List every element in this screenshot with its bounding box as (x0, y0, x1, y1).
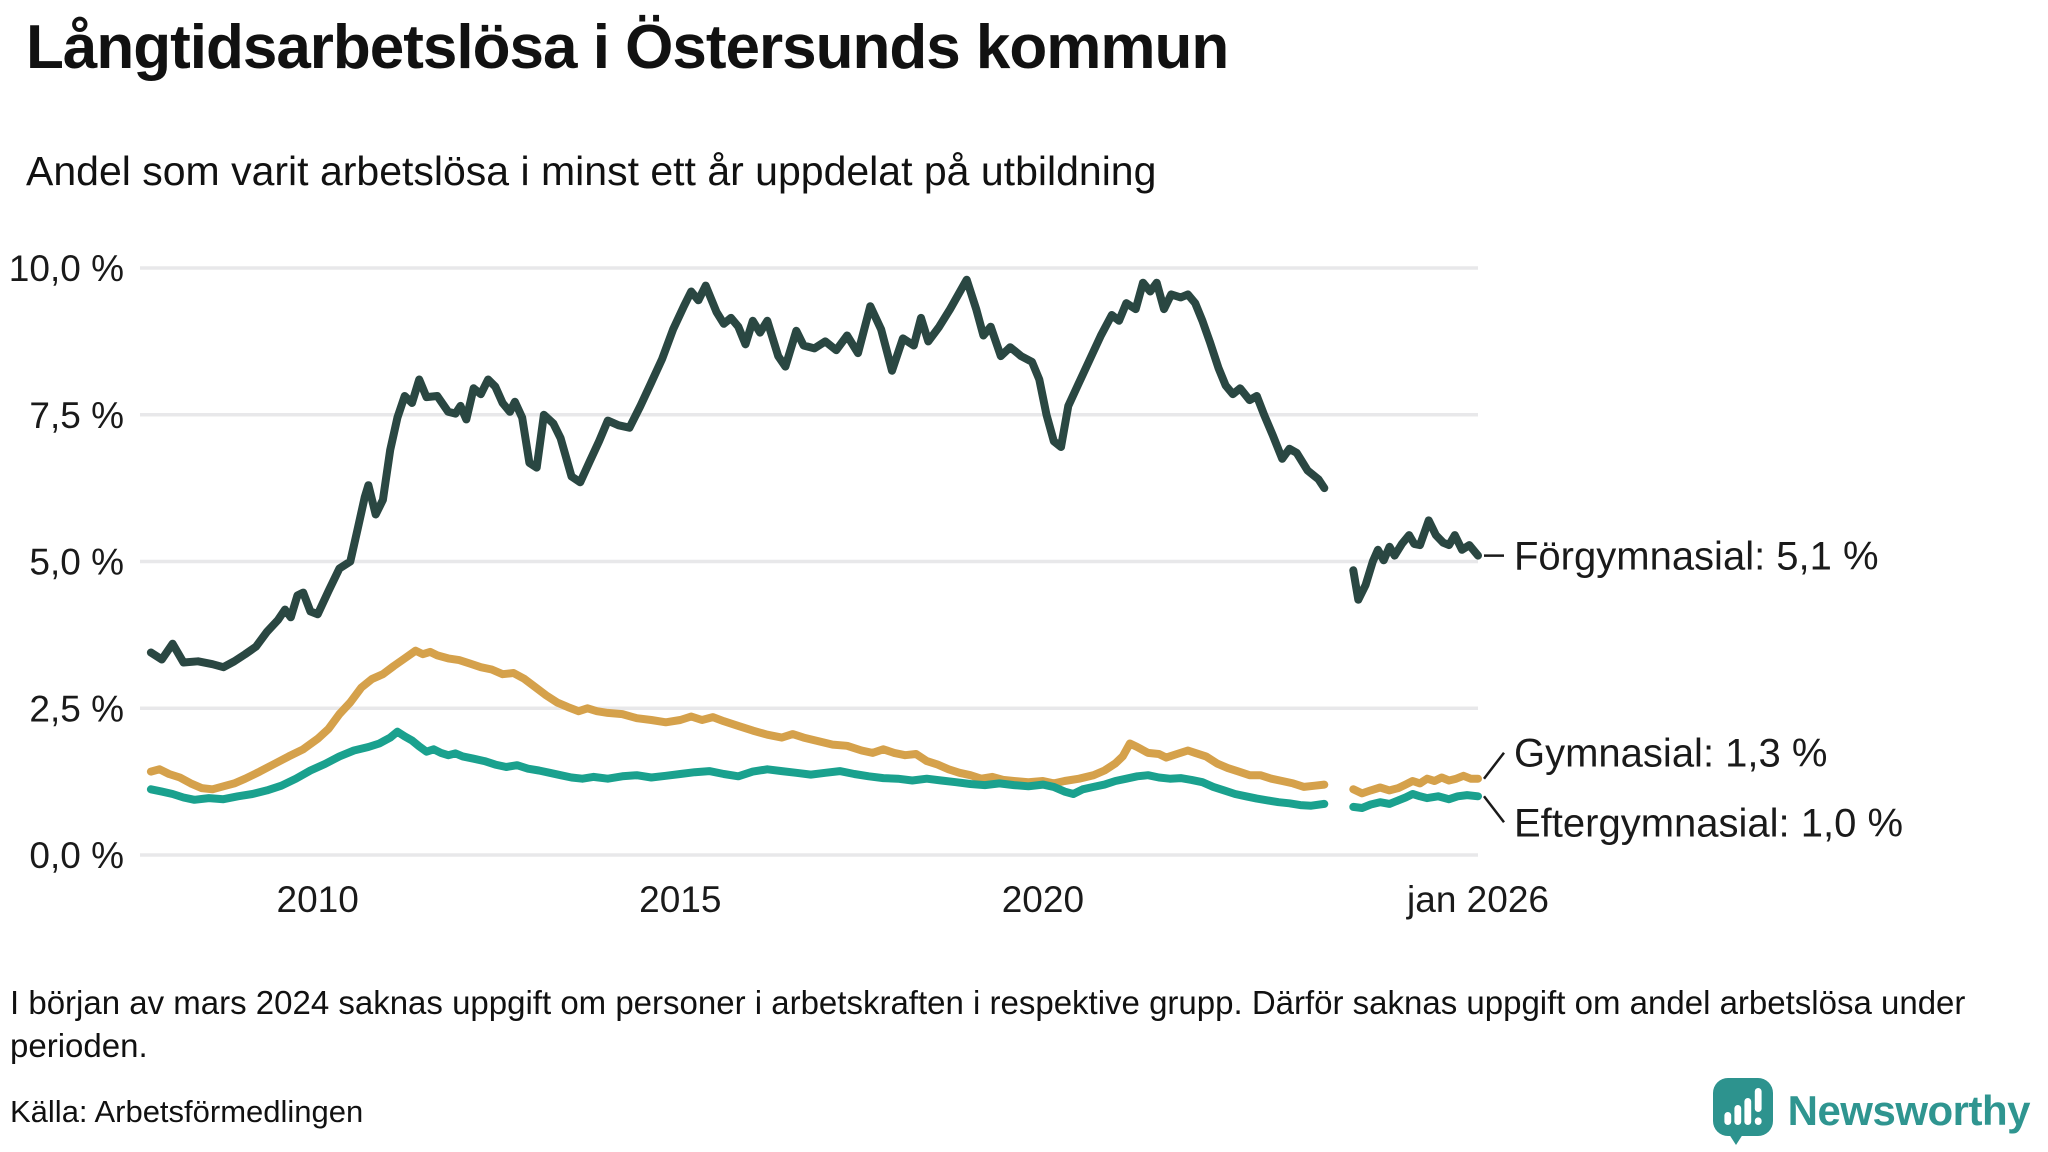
y-tick-label: 0,0 % (29, 835, 124, 876)
series-line-eftergymnasial (1349, 790, 1482, 812)
y-tick-label: 2,5 % (29, 688, 124, 729)
series-label-forgymnasial: Förgymnasial: 5,1 % (1514, 535, 1879, 579)
series-line-eftergymnasial (146, 727, 1329, 810)
y-tick-label: 5,0 % (29, 542, 124, 583)
newsworthy-logo-icon (1712, 1078, 1773, 1145)
series-label-leader-gymnasial (1483, 751, 1505, 780)
series-line-forgymnasial (146, 275, 1329, 672)
series-label-leader-eftergymnasial (1483, 795, 1505, 824)
x-tick-label: jan 2026 (1406, 879, 1549, 920)
chart-footnote: I början av mars 2024 saknas uppgift om … (10, 984, 1966, 1064)
x-tick-label: 2010 (277, 879, 359, 920)
chart-subtitle: Andel som varit arbetslösa i minst ett å… (26, 148, 1157, 194)
series-label-eftergymnasial: Eftergymnasial: 1,0 % (1514, 801, 1903, 845)
y-tick-label: 10,0 % (9, 248, 124, 289)
series-label-gymnasial: Gymnasial: 1,3 % (1514, 732, 1827, 776)
x-tick-label: 2015 (639, 879, 721, 920)
page-title: Långtidsarbetslösa i Östersunds kommun (26, 13, 1229, 82)
newsworthy-logo-text: Newsworthy (1787, 1087, 2031, 1134)
series-line-gymnasial (146, 646, 1329, 794)
series-line-gymnasial (1349, 771, 1482, 798)
source-note: Källa: Arbetsförmedlingen (10, 1094, 364, 1129)
x-tick-label: 2020 (1002, 879, 1084, 920)
y-tick-label: 7,5 % (29, 395, 124, 436)
newsworthy-logo[interactable]: Newsworthy (1712, 1078, 2031, 1145)
series-line-forgymnasial (1349, 516, 1482, 604)
